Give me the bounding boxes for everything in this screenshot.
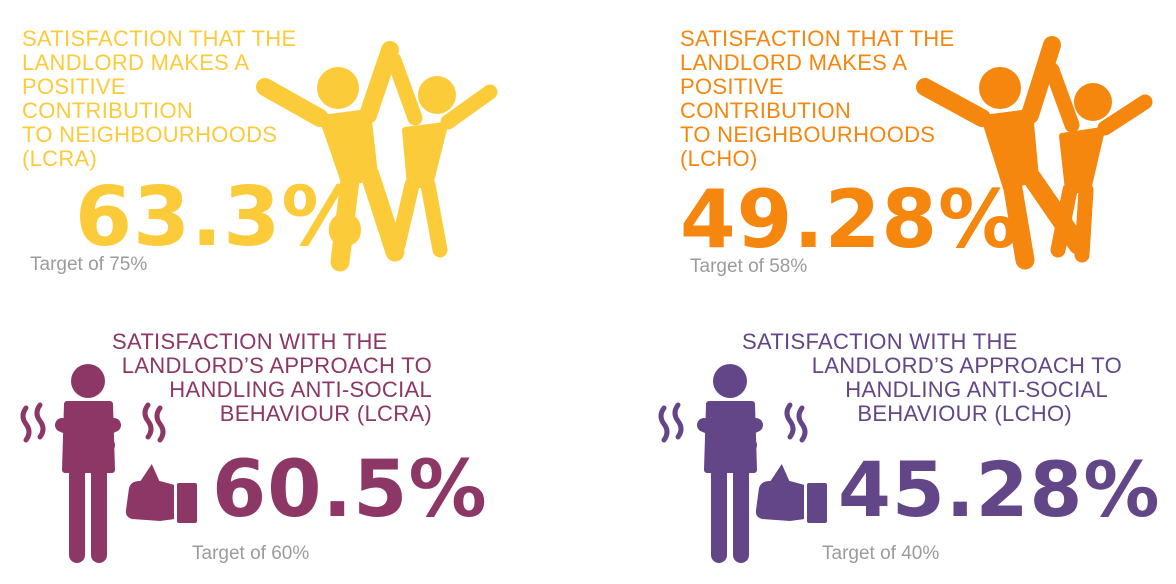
panel-title: SATISFACTION WITH THE LANDLORD’S APPROAC…	[112, 329, 432, 426]
satisfaction-value: 60.5%	[212, 445, 488, 535]
satisfaction-value: 49.28%	[680, 173, 1020, 266]
target-label: Target of 40%	[822, 543, 940, 564]
satisfaction-value: 45.28%	[838, 445, 1161, 534]
target-label: Target of 60%	[192, 543, 310, 564]
panel-title: SATISFACTION WITH THE LANDLORD’S APPROAC…	[742, 329, 1122, 426]
panel-title: SATISFACTION THAT THE LANDLORD MAKES A P…	[22, 26, 297, 171]
frustrated-person-icon	[20, 364, 166, 563]
thumbs-up-icon	[753, 459, 829, 525]
celebrating-people-icon	[256, 41, 498, 272]
satisfaction-value: 63.3%	[75, 170, 365, 265]
panel-title: SATISFACTION THAT THE LANDLORD MAKES A P…	[680, 26, 955, 171]
thumbs-up-icon	[123, 459, 199, 525]
frustrated-person-icon	[658, 364, 808, 563]
target-label: Target of 58%	[690, 256, 808, 277]
celebrating-people-icon	[916, 36, 1153, 270]
target-label: Target of 75%	[30, 254, 148, 275]
